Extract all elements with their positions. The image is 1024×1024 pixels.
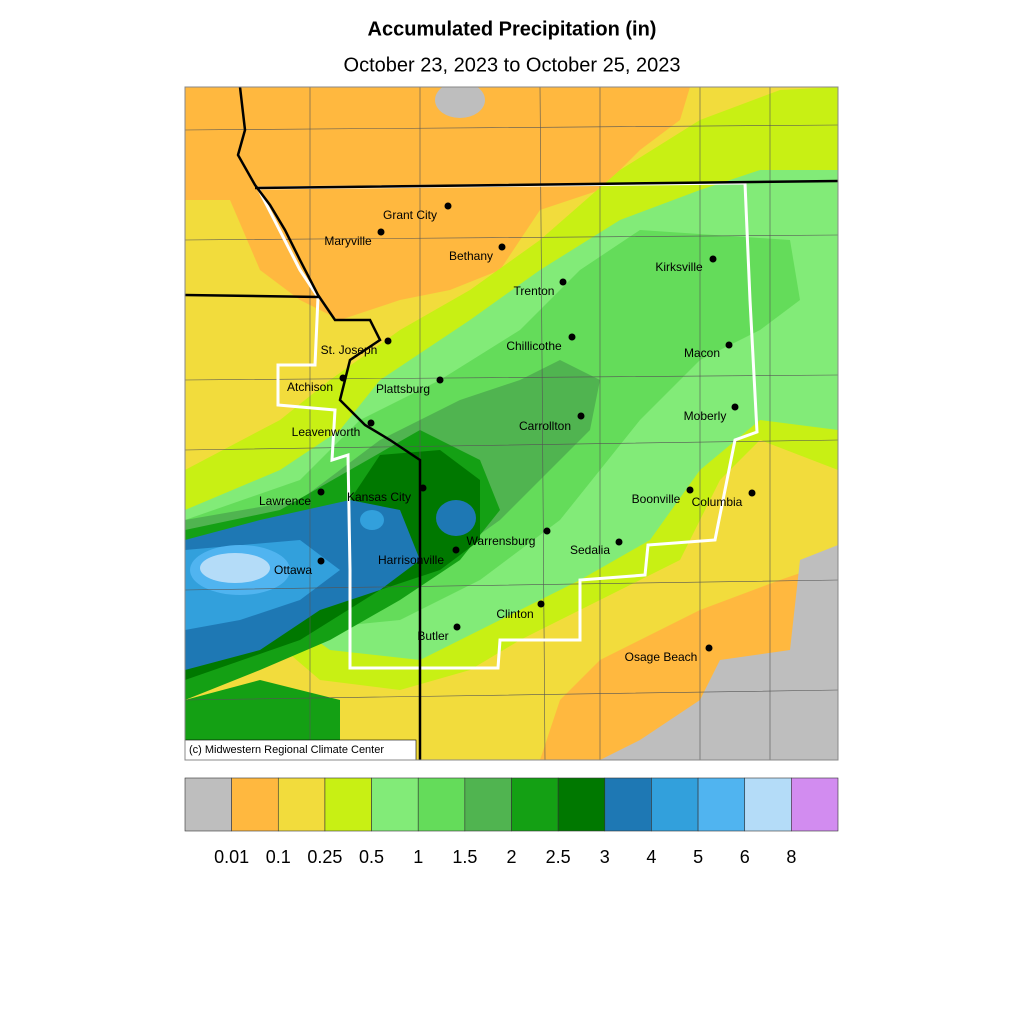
legend-swatch	[371, 777, 419, 832]
city-label: Leavenworth	[292, 425, 361, 439]
title: Accumulated Precipitation (in)	[368, 18, 657, 40]
legend-swatch	[277, 777, 326, 832]
legend-swatch	[417, 777, 466, 832]
city-dot	[377, 228, 385, 236]
legend-swatch	[697, 777, 746, 832]
city-label: Clinton	[496, 607, 533, 621]
county-lines	[185, 87, 838, 760]
city-dot	[436, 376, 444, 384]
city-label: Ottawa	[274, 563, 312, 577]
city-dot	[577, 412, 585, 420]
city-label: Moberly	[684, 409, 727, 423]
city-dot	[384, 337, 392, 345]
legend-label: 3	[600, 847, 610, 867]
city-dot	[748, 489, 756, 497]
city-dot	[317, 488, 325, 496]
legend-swatch	[557, 777, 606, 832]
legend-swatch	[791, 777, 839, 832]
city-dot	[419, 484, 427, 492]
city-dot	[615, 538, 623, 546]
city-dot	[543, 527, 551, 535]
city-dot	[686, 486, 694, 494]
legend-swatch	[464, 777, 512, 832]
region-outline	[255, 181, 759, 670]
city-label: Kansas City	[347, 490, 411, 504]
legend-swatch	[651, 777, 699, 832]
map-frame	[184, 86, 839, 761]
city-label: Sedalia	[570, 543, 610, 557]
city-label: St. Joseph	[321, 343, 378, 357]
zone-blue	[436, 500, 476, 536]
city-label: Warrensburg	[467, 534, 536, 548]
legend-label: 5	[693, 847, 703, 867]
city-label: Atchison	[287, 380, 333, 394]
credit: (c) Midwestern Regional Climate Center	[189, 744, 384, 756]
legend: 0.01 0.1 0.25 0.5 1 1.5 2 2.5 3 4 5 6 8	[184, 777, 839, 867]
city-label: Boonville	[632, 492, 681, 506]
city-dot	[339, 374, 347, 382]
legend-swatch	[231, 777, 279, 832]
zone-gray	[600, 545, 838, 760]
city-label: Carrollton	[519, 419, 571, 433]
state-border	[236, 87, 422, 760]
city-dot	[498, 243, 506, 251]
city-dot	[725, 341, 733, 349]
legend-label: 2.5	[546, 847, 571, 867]
city-dot	[568, 333, 576, 341]
state-border	[185, 179, 838, 299]
legend-label: 2	[506, 847, 516, 867]
city-label: Kirksville	[655, 260, 703, 274]
city-label: Chillicothe	[506, 339, 562, 353]
city-dot	[537, 600, 545, 608]
legend-swatch	[604, 777, 652, 832]
legend-label: 1.5	[452, 847, 477, 867]
legend-label: 1	[413, 847, 423, 867]
city-label: Grant City	[383, 208, 437, 222]
legend-swatch	[184, 777, 232, 832]
zone-pale-blue	[200, 553, 270, 583]
legend-swatch	[324, 777, 372, 832]
city-label: Trenton	[514, 284, 555, 298]
city-dot	[452, 546, 460, 554]
zone-mid-blue	[360, 510, 384, 530]
city-dot	[453, 623, 461, 631]
city-label: Harrisonville	[378, 553, 444, 567]
city-label: Butler	[417, 629, 448, 643]
city-dot	[444, 202, 452, 210]
legend-label: 0.5	[359, 847, 384, 867]
city-label: Bethany	[449, 249, 493, 263]
legend-label: 8	[786, 847, 796, 867]
city-dot	[317, 557, 325, 565]
city-dot	[559, 278, 567, 286]
city-dot	[705, 644, 713, 652]
zone-orange	[185, 87, 690, 320]
legend-label: 0.25	[307, 847, 342, 867]
city-label: Lawrence	[259, 494, 311, 508]
cities: Grant City Maryville Bethany Trenton Kirksvi…	[259, 202, 756, 664]
legend-label: 0.01	[214, 847, 249, 867]
legend-label: 0.1	[266, 847, 291, 867]
precip-map: Grant City Maryville Bethany Trenton Kirksvi…	[185, 87, 838, 760]
city-label: Macon	[684, 346, 720, 360]
zone-gray	[435, 87, 485, 118]
city-label: Plattsburg	[376, 382, 430, 396]
legend-swatch	[511, 777, 559, 832]
city-dot	[367, 419, 375, 427]
city-label: Osage Beach	[625, 650, 698, 664]
city-label: Columbia	[692, 495, 743, 509]
city-label: Maryville	[324, 234, 372, 248]
city-dot	[709, 255, 717, 263]
legend-label: 4	[646, 847, 656, 867]
subtitle: October 23, 2023 to October 25, 2023	[344, 54, 681, 76]
city-dot	[731, 403, 739, 411]
legend-label: 6	[740, 847, 750, 867]
legend-swatch	[744, 777, 792, 832]
credit-box	[185, 739, 417, 760]
